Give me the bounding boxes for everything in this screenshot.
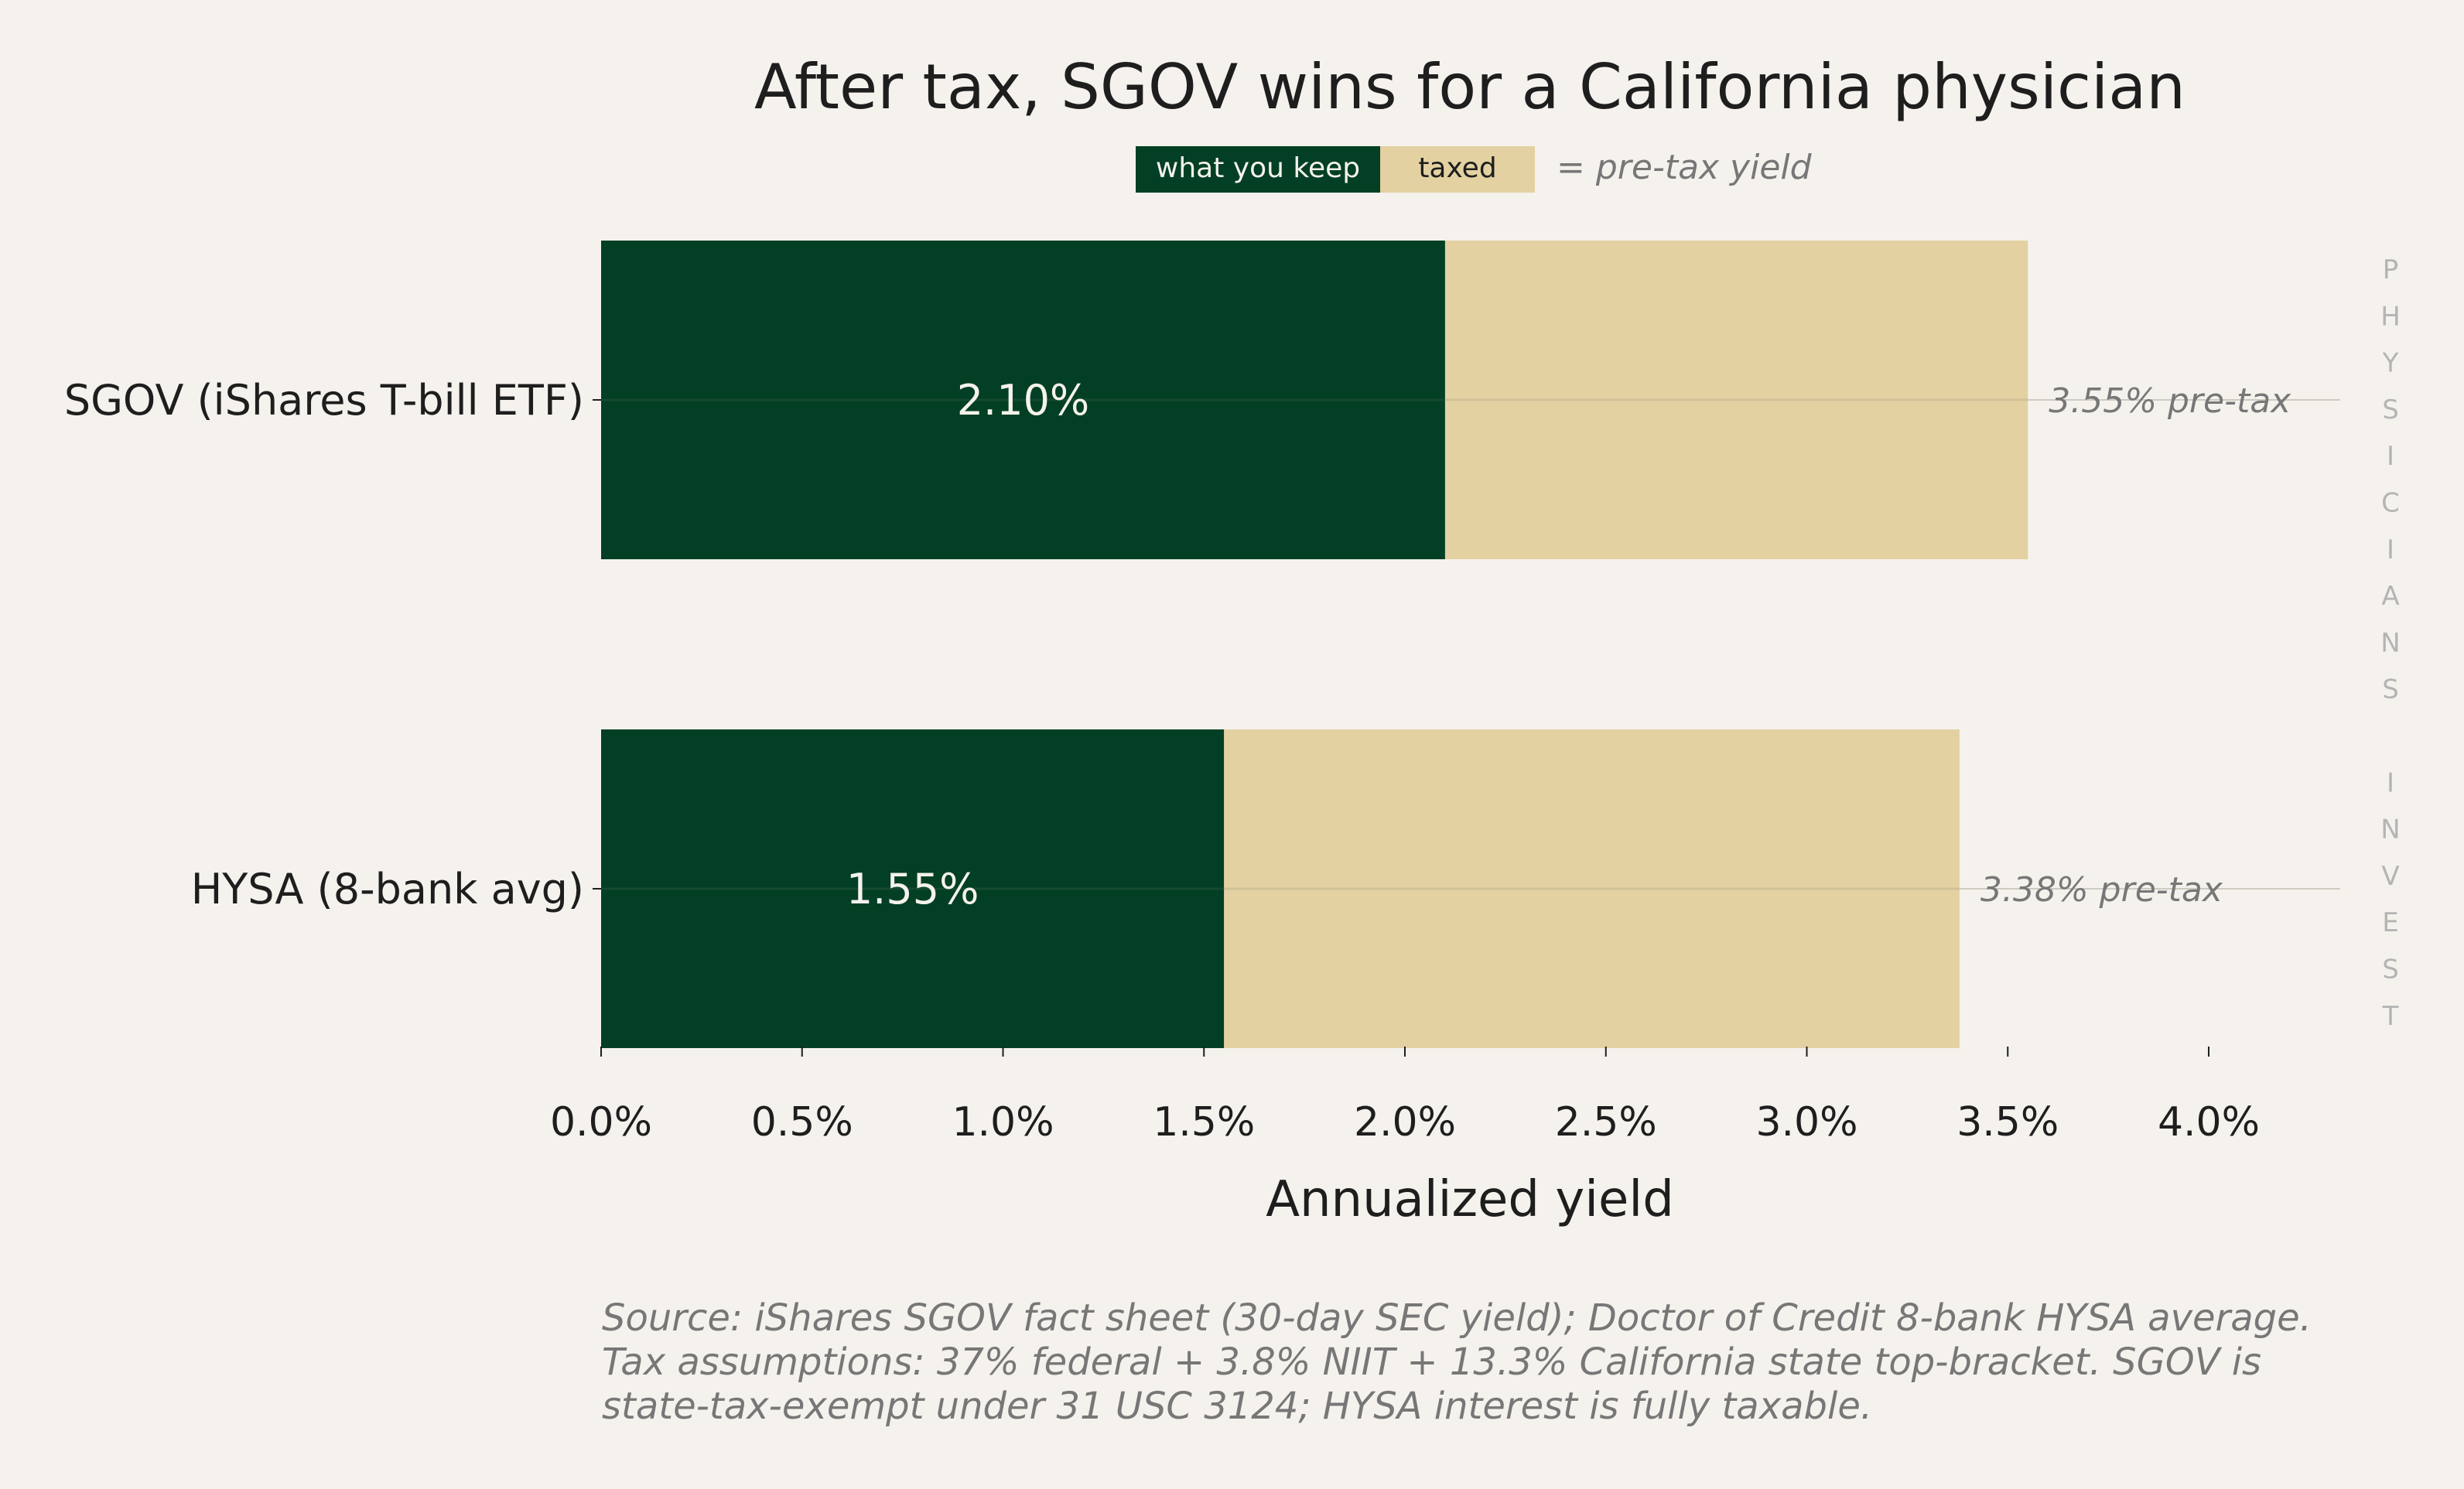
legend: what you keep taxed = pre-tax yield — [1136, 146, 1813, 193]
legend-label-keep: what you keep — [1156, 152, 1360, 184]
source-line-3: state-tax-exempt under 31 USC 3124; HYSA… — [602, 1385, 1872, 1428]
chart-title: After tax, SGOV wins for a California ph… — [754, 51, 2185, 123]
source-line-2: Tax assumptions: 37% federal + 3.8% NIIT… — [602, 1340, 2261, 1384]
watermark-letter: V — [2381, 861, 2399, 892]
legend-swatch-keep — [1136, 146, 1380, 193]
category-label-sgov: SGOV (iShares T-bill ETF) — [64, 376, 584, 425]
x-tick-label: 3.5% — [1957, 1099, 2059, 1146]
pretax-label-hysa: 3.38% pre-tax — [1980, 870, 2223, 910]
legend-swatch-taxed — [1380, 146, 1535, 193]
watermark-letter: A — [2381, 581, 2399, 612]
bar-value-label-sgov: 2.10% — [957, 376, 1090, 425]
plot-area: 2.10% 3.55% pre-tax SGOV (iShares T-bill E… — [64, 241, 2340, 1048]
watermark-letter: C — [2381, 488, 2400, 519]
watermark-letter: I — [2387, 767, 2394, 798]
x-tick-label: 1.5% — [1153, 1099, 1255, 1146]
watermark-letter: N — [2380, 627, 2400, 658]
bar-taxed-sgov — [1444, 241, 2028, 559]
watermark-letter: H — [2380, 301, 2401, 332]
bar-what-you-keep-hysa — [601, 729, 1225, 1048]
x-tick-label: 3.0% — [1755, 1099, 1857, 1146]
legend-label-taxed: taxed — [1418, 152, 1496, 184]
watermark-letter: T — [2382, 1001, 2399, 1032]
bar-taxed-hysa — [1224, 729, 1960, 1048]
category-label-hysa: HYSA (8-bank avg) — [191, 865, 584, 914]
watermark-letter: E — [2382, 907, 2398, 938]
watermark-letter: I — [2387, 441, 2394, 472]
watermark-letter: S — [2382, 394, 2399, 425]
x-tick-label: 0.0% — [550, 1099, 652, 1146]
watermark-letter: S — [2382, 955, 2399, 985]
x-tick-label: 4.0% — [2158, 1099, 2260, 1146]
x-tick-label: 2.0% — [1354, 1099, 1456, 1146]
x-tick-label: 2.5% — [1555, 1099, 1657, 1146]
watermark-letter: Y — [2382, 348, 2399, 379]
watermark-letter: I — [2387, 534, 2394, 565]
x-axis-label: Annualized yield — [1266, 1171, 1674, 1228]
watermark-letter: N — [2380, 815, 2400, 845]
watermark-letter: S — [2382, 674, 2399, 705]
x-tick-label: 1.0% — [952, 1099, 1054, 1146]
bar-what-you-keep-sgov — [601, 241, 1445, 559]
x-tick-label: 0.5% — [751, 1099, 853, 1146]
x-axis: 0.0% 0.5% 1.0% 1.5% 2.0% 2.5% 3.0% 3.5% 4.0% — [550, 1047, 2260, 1146]
watermark-letter: P — [2383, 254, 2399, 285]
source-note: Source: iShares SGOV fact sheet (30-day … — [602, 1296, 2312, 1428]
pretax-label-sgov: 3.55% pre-tax — [2049, 381, 2291, 421]
legend-note: = pre-tax yield — [1557, 148, 1813, 187]
bar-value-label-hysa: 1.55% — [846, 865, 979, 914]
source-line-1: Source: iShares SGOV fact sheet (30-day … — [602, 1296, 2312, 1340]
